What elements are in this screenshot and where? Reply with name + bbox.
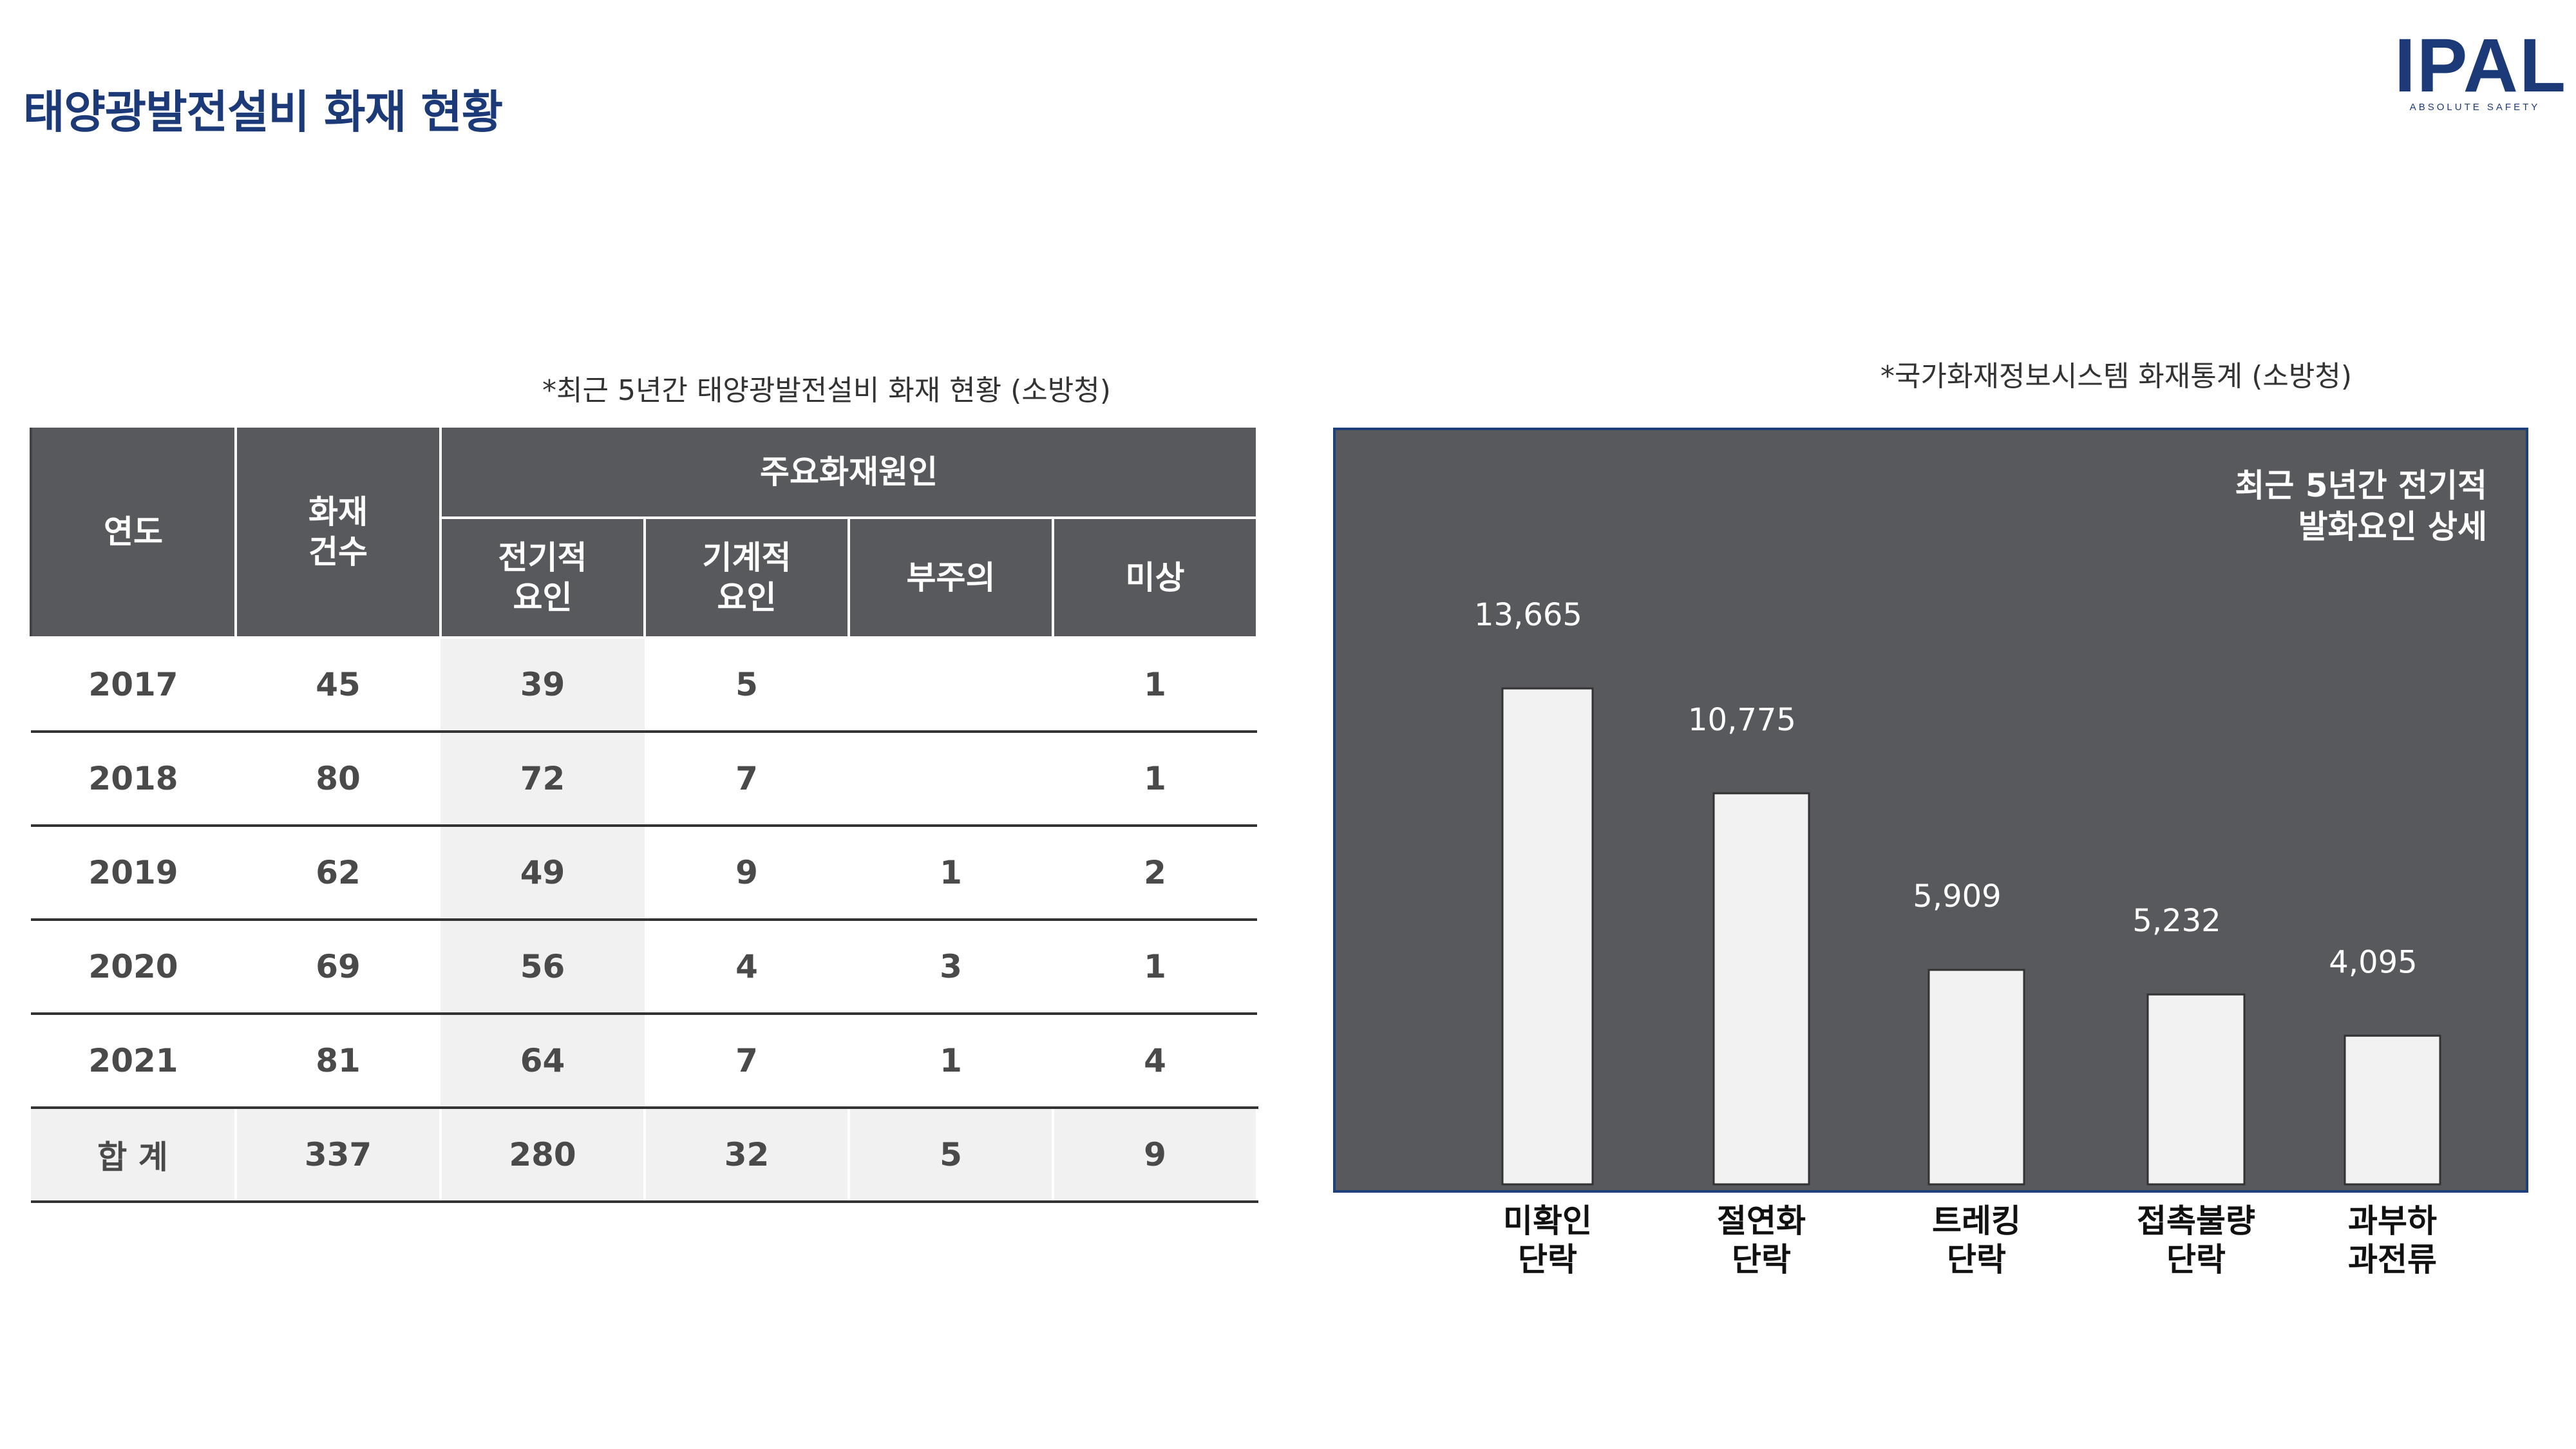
cell-year: 2019 [31, 826, 236, 921]
cell-total-carelessness: 5 [849, 1108, 1054, 1203]
cell-count: 62 [236, 826, 440, 921]
value-label-1: 10,775 [1688, 702, 1796, 738]
cell-mechanical: 9 [645, 826, 849, 921]
cell-count: 45 [236, 638, 440, 733]
category-label-4: 과부하 과전류 [2348, 1202, 2437, 1278]
cell-unknown: 1 [1053, 732, 1257, 827]
bar-2 [1927, 969, 2025, 1186]
value-label-4: 4,095 [2329, 944, 2417, 980]
table-row: 2017 45 39 5 1 [31, 638, 1257, 733]
cell-carelessness [849, 732, 1053, 827]
bar-1 [1712, 792, 1810, 1186]
table-row: 2021 81 64 7 1 4 [31, 1014, 1257, 1109]
header-unknown: 미상 [1052, 516, 1258, 639]
category-label-3: 접촉불량 단락 [2137, 1202, 2255, 1278]
cell-unknown: 1 [1053, 638, 1257, 733]
value-label-2: 5,909 [1913, 878, 2001, 914]
cell-unknown: 2 [1053, 826, 1257, 921]
cell-count: 80 [236, 732, 440, 827]
bar-4 [2344, 1034, 2441, 1186]
cell-carelessness: 1 [849, 1014, 1053, 1109]
cell-mechanical: 5 [645, 638, 849, 733]
chart-title: 최근 5년간 전기적 발화요인 상세 [2235, 467, 2487, 545]
cell-year: 2018 [31, 732, 236, 827]
bar-3 [2146, 993, 2246, 1186]
table-row: 2018 80 72 7 1 [31, 732, 1257, 827]
cell-year: 2020 [31, 920, 236, 1015]
cell-total-unknown: 9 [1053, 1108, 1258, 1203]
cell-count: 69 [236, 920, 440, 1015]
header-mechanical: 기계적 요인 [643, 516, 850, 639]
cell-electrical: 72 [440, 732, 645, 827]
cell-mechanical: 7 [645, 1014, 849, 1109]
header-fire-count: 화재 건수 [234, 428, 442, 639]
cell-total-label: 합 계 [31, 1108, 237, 1203]
cell-year: 2021 [31, 1014, 236, 1109]
logo-mark: IPAL [2394, 23, 2568, 108]
cell-total-count: 337 [236, 1108, 442, 1203]
cell-carelessness: 3 [849, 920, 1053, 1015]
cell-mechanical: 7 [645, 732, 849, 827]
cell-electrical: 64 [440, 1014, 645, 1109]
cell-year: 2017 [31, 638, 236, 733]
cell-electrical: 39 [440, 638, 645, 733]
chart-caption: *국가화재정보시스템 화재통계 (소방청) [1880, 360, 2352, 393]
cell-total-electrical: 280 [440, 1108, 646, 1203]
category-label-0: 미확인 단락 [1503, 1202, 1592, 1278]
ipal-logo: IPAL ABSOLUTE SAFETY [2394, 23, 2568, 117]
value-label-0: 13,665 [1474, 597, 1582, 633]
cell-total-mechanical: 32 [645, 1108, 850, 1203]
bar-0 [1501, 687, 1594, 1186]
header-electrical: 전기적 요인 [439, 516, 646, 639]
header-main-causes: 주요화재원인 [439, 428, 1258, 519]
table-caption: *최근 5년간 태양광발전설비 화재 현황 (소방청) [542, 374, 1111, 407]
cell-carelessness [849, 638, 1053, 733]
bar-chart: 13,665 10,775 5,909 5,232 4,095 [1474, 597, 2441, 1186]
fire-statistics-table: 연도 화재 건수 주요화재원인 전기적 요인 기계적 요인 부주의 미상 201… [30, 428, 1258, 1203]
table-total-row: 합 계 337 280 32 5 9 [31, 1108, 1258, 1203]
value-label-3: 5,232 [2132, 903, 2221, 939]
cell-count: 81 [236, 1014, 440, 1109]
page-title: 태양광발전설비 화재 현황 [23, 86, 503, 138]
cell-unknown: 4 [1053, 1014, 1257, 1109]
table-row: 2019 62 49 9 1 2 [31, 826, 1257, 921]
category-label-2: 트레킹 단락 [1932, 1202, 2021, 1278]
cell-unknown: 1 [1053, 920, 1257, 1015]
table-row: 2020 69 56 4 3 1 [31, 920, 1257, 1015]
header-year: 연도 [30, 428, 237, 639]
cell-electrical: 49 [440, 826, 645, 921]
cell-mechanical: 4 [645, 920, 849, 1015]
logo-subtext: ABSOLUTE SAFETY [2409, 102, 2541, 113]
category-label-1: 절연화 단락 [1717, 1202, 1806, 1278]
header-carelessness: 부주의 [848, 516, 1054, 639]
cell-electrical: 56 [440, 920, 645, 1015]
cell-carelessness: 1 [849, 826, 1053, 921]
